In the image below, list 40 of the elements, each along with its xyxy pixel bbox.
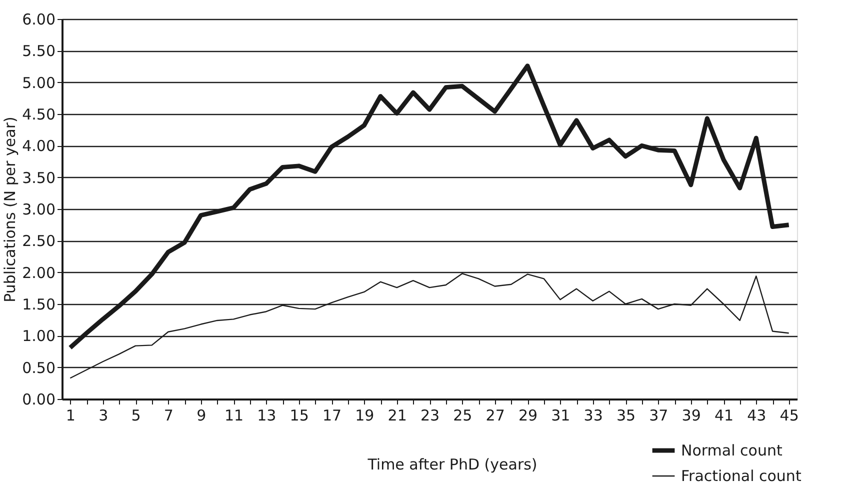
x-tick-label: 39 xyxy=(682,406,701,424)
y-tick-label: 2.50 xyxy=(22,232,56,250)
y-tick-label: 0.50 xyxy=(22,358,56,377)
x-tick-label: 13 xyxy=(257,406,276,424)
y-tick-label: 5.50 xyxy=(22,42,56,60)
x-tick-label: 7 xyxy=(164,406,174,424)
y-tick-label: 5.00 xyxy=(22,74,56,92)
x-tick-label: 35 xyxy=(616,406,636,424)
x-tick-label: 45 xyxy=(780,406,799,424)
y-tick-label: 0.00 xyxy=(22,390,56,408)
x-tick-label: 1 xyxy=(66,406,76,424)
x-axis-title: Time after PhD (years) xyxy=(366,456,538,474)
x-tick-label: 41 xyxy=(714,406,734,424)
x-tick-label: 37 xyxy=(649,406,668,424)
x-tick-label: 9 xyxy=(196,406,206,424)
y-axis-title: Publications (N per year) xyxy=(1,116,20,302)
x-tick-label: 21 xyxy=(388,406,407,424)
x-tick-label: 31 xyxy=(551,406,570,424)
x-tick-label: 15 xyxy=(290,406,309,424)
x-tick-label: 33 xyxy=(584,406,603,424)
x-tick-label: 29 xyxy=(518,406,538,424)
y-tick-label: 4.00 xyxy=(22,137,56,156)
y-tick-label: 4.50 xyxy=(22,106,56,124)
y-tick-label: 3.50 xyxy=(22,168,56,187)
x-tick-label: 43 xyxy=(747,406,766,424)
x-tick-label: 3 xyxy=(98,406,108,424)
x-tick-label: 17 xyxy=(322,406,342,424)
y-tick-label: 1.50 xyxy=(22,296,56,314)
y-tick-label: 6.00 xyxy=(22,10,56,28)
x-tick-label: 23 xyxy=(420,406,440,424)
x-tick-label: 27 xyxy=(486,406,505,424)
x-tick-label: 5 xyxy=(131,406,141,424)
y-tick-label: 3.00 xyxy=(22,200,56,218)
x-tick-label: 19 xyxy=(355,406,374,424)
legend-label: Fractional count xyxy=(681,467,802,485)
y-tick-label: 1.00 xyxy=(22,327,56,346)
legend-label: Normal count xyxy=(681,442,782,460)
x-tick-label: 25 xyxy=(453,406,472,424)
y-tick-label: 2.00 xyxy=(22,264,56,282)
x-tick-label: 11 xyxy=(224,406,244,424)
